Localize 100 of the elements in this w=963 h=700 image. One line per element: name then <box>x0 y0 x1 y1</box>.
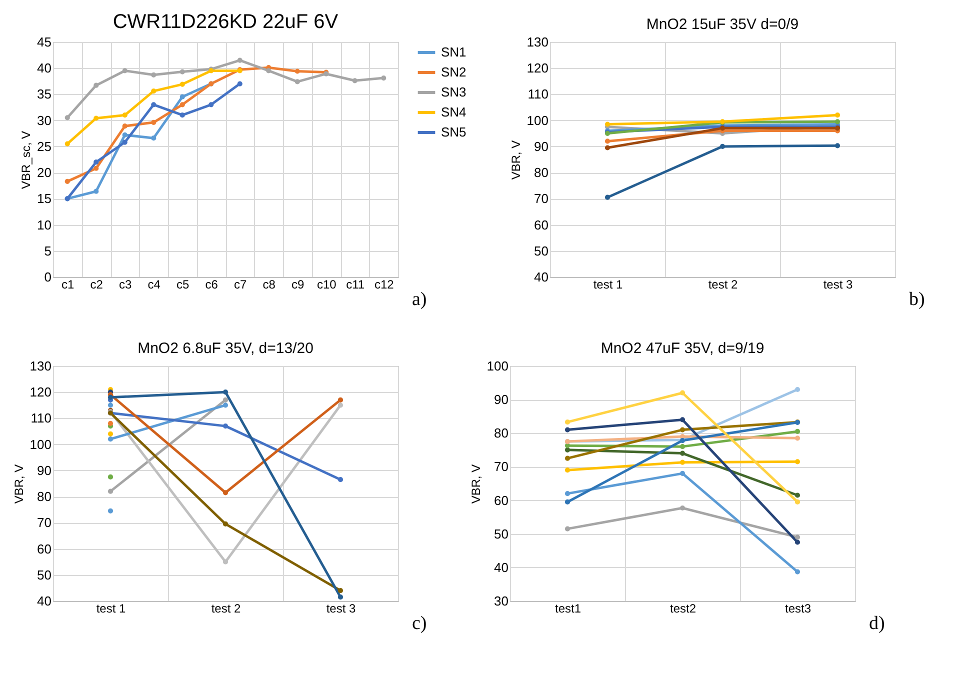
point <box>94 82 99 88</box>
point <box>94 166 99 171</box>
legend-label: SN4 <box>441 104 466 120</box>
y-tick-label: 90 <box>534 138 548 154</box>
y-tick-label: 5 <box>44 243 52 258</box>
point <box>338 594 344 600</box>
point <box>794 428 800 434</box>
y-tick-label: 60 <box>37 541 52 556</box>
y-axis-title: VBR, V <box>468 464 483 504</box>
y-tick-label: 80 <box>494 426 508 441</box>
point <box>122 112 128 118</box>
point <box>680 470 686 476</box>
point <box>180 112 185 118</box>
x-tick-label: c1 <box>62 278 75 292</box>
point <box>222 390 228 395</box>
y-axis-title: VBR, V <box>508 140 523 180</box>
point <box>564 468 570 473</box>
point <box>352 78 358 84</box>
text: c) <box>412 613 427 634</box>
y-tick-label: 15 <box>37 191 52 206</box>
point <box>64 141 70 146</box>
point <box>108 394 114 400</box>
point <box>180 102 185 108</box>
point <box>222 521 228 527</box>
point <box>794 540 800 545</box>
point <box>108 436 114 442</box>
point <box>208 102 214 108</box>
y-tick-label: 10 <box>37 217 52 232</box>
x-tick-label: test 2 <box>211 602 241 616</box>
point <box>294 68 300 74</box>
point <box>604 138 610 144</box>
point <box>564 526 570 532</box>
text: d) <box>869 613 885 634</box>
y-tick-label: 50 <box>37 567 52 582</box>
y-tick-label: 90 <box>37 462 52 478</box>
point <box>564 447 570 452</box>
point <box>180 69 185 74</box>
point <box>237 81 242 86</box>
point <box>122 140 128 145</box>
point <box>338 402 344 408</box>
point <box>338 397 344 402</box>
y-tick-label: 20 <box>37 165 52 180</box>
x-tick-label: c9 <box>292 278 305 292</box>
x-tick-label: c3 <box>119 278 132 292</box>
point <box>151 88 156 94</box>
y-tick-label: 50 <box>534 243 548 258</box>
point <box>64 178 70 184</box>
x-tick-label: c11 <box>346 278 365 292</box>
point <box>180 82 185 87</box>
y-tick-label: 120 <box>526 60 548 76</box>
point <box>338 588 344 594</box>
point <box>720 144 726 149</box>
point <box>680 505 686 511</box>
point <box>94 116 99 121</box>
point <box>794 534 800 540</box>
point <box>794 499 800 505</box>
x-tick-label: test 3 <box>823 278 853 292</box>
point <box>604 194 610 200</box>
text: b) <box>909 289 925 310</box>
point <box>294 79 300 84</box>
legend-label: SN3 <box>441 84 466 100</box>
x-tick-label: c6 <box>205 278 218 292</box>
point <box>564 499 570 505</box>
point <box>122 68 128 74</box>
point <box>222 397 228 402</box>
y-tick-label: 120 <box>30 384 52 400</box>
y-tick-label: 25 <box>37 138 52 154</box>
point <box>237 58 242 63</box>
point <box>604 122 610 127</box>
y-tick-label: 45 <box>37 34 52 50</box>
x-tick-label: c5 <box>176 278 190 292</box>
x-tick-label: c4 <box>148 278 161 292</box>
y-tick-label: 90 <box>494 392 508 408</box>
point <box>794 459 800 464</box>
legend-label: SN5 <box>441 124 466 140</box>
y-tick-label: 60 <box>494 492 508 508</box>
point <box>180 94 185 100</box>
x-tick-label: c2 <box>90 278 104 292</box>
point <box>222 559 228 564</box>
x-tick-label: test3 <box>784 602 812 616</box>
y-tick-label: 35 <box>37 86 52 102</box>
point <box>564 456 570 461</box>
legend-label: SN1 <box>441 44 466 60</box>
point <box>222 402 228 408</box>
y-tick-label: 50 <box>494 526 508 542</box>
chart-title: CWR11D226KD 22uF 6V <box>112 11 339 33</box>
point <box>680 460 686 465</box>
point <box>794 436 800 441</box>
point <box>266 68 272 74</box>
point <box>122 132 128 138</box>
point <box>564 427 570 432</box>
point <box>151 102 156 108</box>
point <box>338 477 344 482</box>
point <box>680 417 686 422</box>
x-tick-label: c12 <box>374 278 394 292</box>
point <box>680 450 686 456</box>
x-tick-label: test2 <box>670 602 696 616</box>
x-tick-label: test 1 <box>593 278 623 292</box>
y-axis-title: VBR_sc, V <box>19 130 34 190</box>
chart-title: MnO2 15uF 35V d=0/9 <box>646 16 799 33</box>
